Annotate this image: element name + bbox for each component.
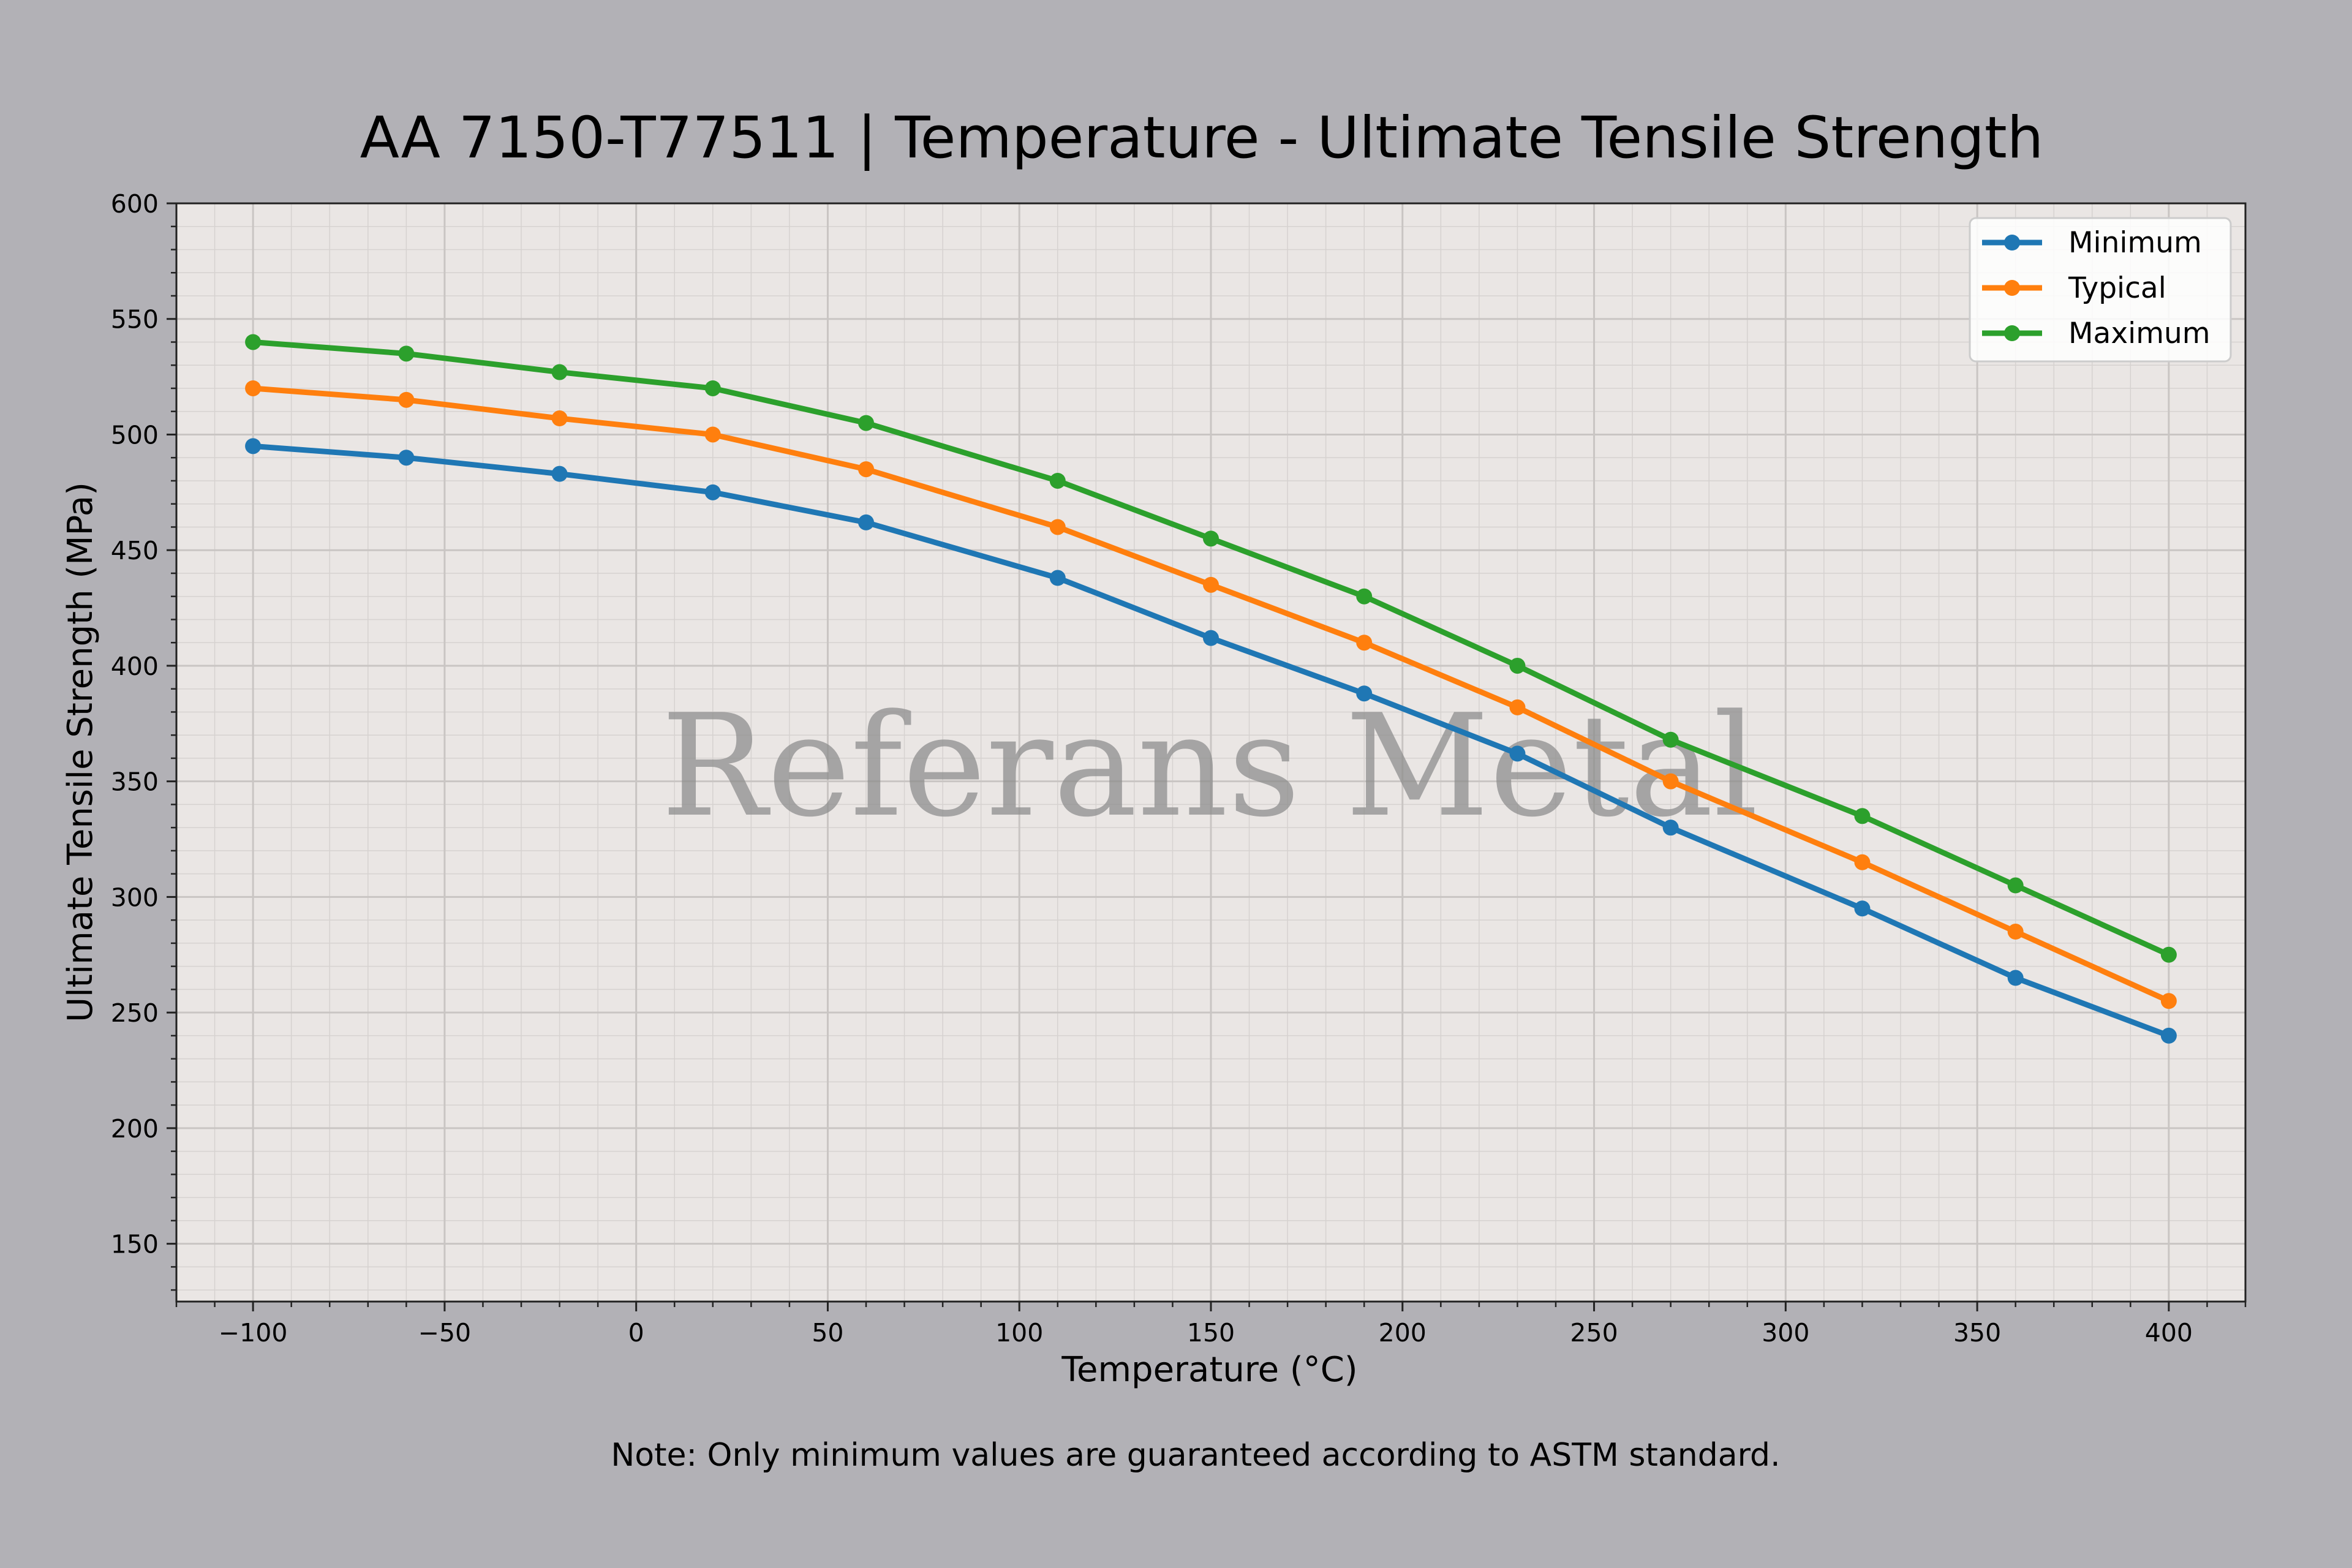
y-tick-label: 250	[111, 998, 159, 1028]
data-point-typical	[245, 380, 262, 396]
data-point-maximum	[858, 415, 874, 431]
y-tick-label: 500	[111, 420, 159, 450]
data-point-minimum	[704, 484, 721, 500]
data-point-typical	[1049, 519, 1066, 535]
legend-label-minimum: Minimum	[2068, 226, 2202, 260]
x-tick-label: 300	[1762, 1318, 1809, 1348]
data-point-minimum	[1356, 685, 1373, 702]
y-tick-label: 400	[111, 652, 159, 681]
x-tick-label: 400	[2145, 1318, 2193, 1348]
data-point-typical	[858, 461, 874, 478]
data-point-maximum	[1049, 472, 1066, 489]
data-point-typical	[551, 410, 568, 427]
series-layer	[245, 334, 2177, 1044]
data-point-typical	[1356, 635, 1373, 651]
data-point-minimum	[1203, 630, 1219, 646]
y-axis-label: Ultimate Tensile Strength (MPa)	[61, 482, 100, 1022]
data-point-minimum	[1509, 745, 1526, 762]
data-point-maximum	[2007, 877, 2024, 894]
y-tick-label: 200	[111, 1114, 159, 1144]
data-point-typical	[1662, 773, 1679, 790]
data-point-typical	[1203, 576, 1219, 593]
data-point-minimum	[858, 514, 874, 530]
data-point-minimum	[551, 466, 568, 482]
data-point-maximum	[1356, 588, 1373, 605]
y-tick-label: 550	[111, 305, 159, 334]
data-point-maximum	[704, 380, 721, 396]
legend: Minimum Typical Maximum	[1969, 217, 2232, 363]
y-tick-label: 450	[111, 536, 159, 565]
data-point-maximum	[398, 345, 415, 362]
y-tick-label: 350	[111, 767, 159, 797]
data-point-typical	[1854, 854, 1871, 870]
data-point-maximum	[245, 334, 262, 350]
data-point-minimum	[1049, 570, 1066, 586]
legend-label-typical: Typical	[2068, 271, 2166, 305]
y-tick-label: 150	[111, 1230, 159, 1259]
ticks-layer: −100 −50 0 50 100 150 200 250 300 350 400 150 200 250…	[111, 189, 2247, 1348]
x-tick-label: 200	[1379, 1318, 1427, 1348]
x-tick-label: 0	[628, 1318, 644, 1348]
data-point-typical	[2160, 993, 2177, 1009]
data-point-maximum	[1509, 657, 1526, 674]
legend-marker-maximum	[2004, 325, 2020, 341]
data-point-minimum	[398, 450, 415, 466]
data-point-minimum	[2007, 970, 2024, 986]
data-point-minimum	[245, 438, 262, 454]
x-tick-label: 250	[1570, 1318, 1618, 1348]
data-point-typical	[1509, 699, 1526, 715]
data-point-maximum	[551, 364, 568, 380]
data-point-minimum	[1854, 900, 1871, 917]
legend-label-maximum: Maximum	[2068, 317, 2211, 350]
x-tick-label: 100	[995, 1318, 1043, 1348]
chart-title: AA 7150-T77511 | Temperature - Ultimate …	[360, 105, 2044, 172]
x-tick-label: −100	[219, 1318, 288, 1348]
x-tick-label: −50	[418, 1318, 472, 1348]
x-axis-label: Temperature (°C)	[1061, 1350, 1357, 1390]
x-tick-label: 350	[1953, 1318, 2001, 1348]
data-point-typical	[398, 391, 415, 408]
data-point-minimum	[1662, 820, 1679, 836]
legend-marker-minimum	[2004, 235, 2020, 251]
x-tick-label: 150	[1187, 1318, 1235, 1348]
watermark: Referans Metal	[661, 685, 1758, 848]
x-tick-label: 50	[812, 1318, 843, 1348]
legend-marker-typical	[2004, 280, 2020, 296]
footnote: Note: Only minimum values are guaranteed…	[611, 1437, 1780, 1474]
legend-box	[1969, 217, 2232, 363]
data-point-minimum	[2160, 1027, 2177, 1044]
data-point-maximum	[1854, 808, 1871, 824]
data-point-typical	[2007, 924, 2024, 940]
data-point-maximum	[1203, 530, 1219, 547]
y-tick-label: 300	[111, 883, 159, 912]
data-point-maximum	[1662, 731, 1679, 748]
data-point-typical	[704, 426, 721, 443]
y-tick-label: 600	[111, 189, 159, 219]
data-point-maximum	[2160, 946, 2177, 963]
